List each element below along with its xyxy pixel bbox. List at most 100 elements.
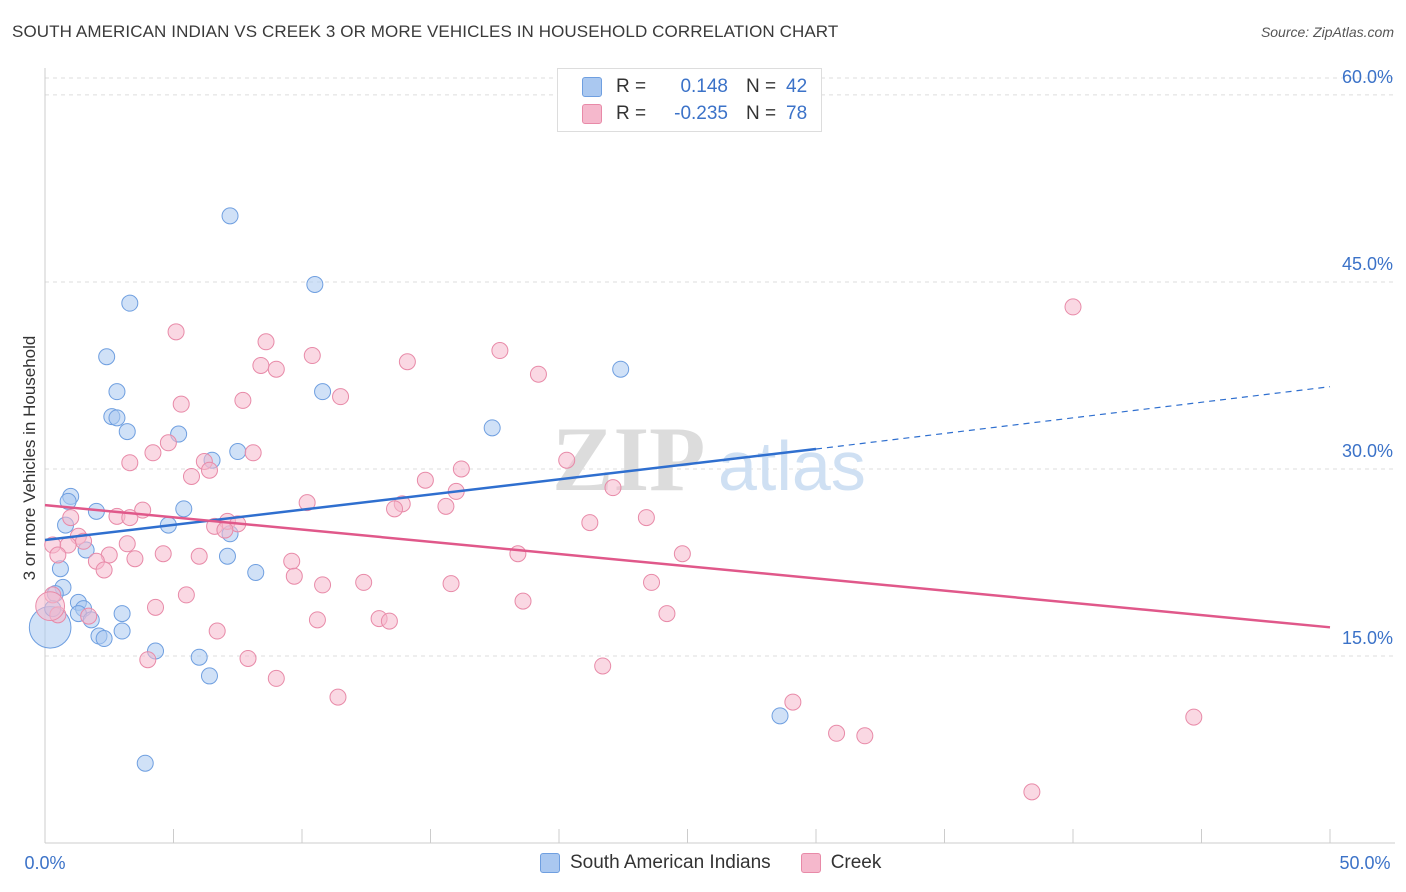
tick-labels: 15.0% 30.0% 45.0% 60.0% 0.0% 50.0% bbox=[24, 67, 1393, 873]
point-creek bbox=[673, 545, 691, 563]
point-creek bbox=[1185, 708, 1203, 726]
legend-r-label: R = bbox=[616, 103, 647, 124]
point-creek bbox=[190, 547, 208, 565]
point-creek bbox=[167, 323, 185, 341]
trend-line-south-american-indians bbox=[44, 447, 817, 542]
legend-row-south-american-indians: R = 0.148 N = 42 bbox=[582, 75, 807, 99]
legend-item-south-american-indians[interactable]: South American Indians bbox=[540, 852, 771, 874]
legend-n-value: 78 bbox=[786, 103, 808, 124]
point-south-american-indians bbox=[136, 754, 154, 772]
point-creek bbox=[658, 605, 676, 623]
point-creek bbox=[95, 561, 113, 579]
point-creek bbox=[828, 724, 846, 742]
point-creek bbox=[234, 391, 252, 409]
point-south-american-indians bbox=[218, 547, 236, 565]
point-creek bbox=[144, 444, 162, 462]
legend-label: Creek bbox=[830, 852, 882, 873]
x-tick-label: 50.0% bbox=[1339, 853, 1390, 873]
point-creek bbox=[182, 467, 200, 485]
legend-r-value: 0.148 bbox=[680, 76, 728, 97]
point-creek bbox=[303, 347, 321, 365]
point-creek bbox=[35, 591, 66, 622]
point-south-american-indians bbox=[118, 423, 136, 441]
point-creek bbox=[244, 444, 262, 462]
point-creek bbox=[329, 688, 347, 706]
point-creek bbox=[126, 550, 144, 568]
point-south-american-indians bbox=[771, 707, 789, 725]
point-creek bbox=[252, 356, 270, 374]
point-creek bbox=[856, 727, 874, 745]
point-south-american-indians bbox=[98, 348, 116, 366]
trend-layer bbox=[44, 386, 1331, 629]
legend-swatch-blue bbox=[540, 853, 560, 873]
point-creek bbox=[121, 454, 139, 472]
y-tick-label: 15.0% bbox=[1342, 628, 1393, 648]
point-creek bbox=[643, 573, 661, 591]
point-creek bbox=[283, 552, 301, 570]
point-south-american-indians bbox=[121, 294, 139, 312]
point-creek bbox=[355, 573, 373, 591]
chart-source: Source: ZipAtlas.com bbox=[1260, 24, 1394, 40]
point-creek bbox=[267, 669, 285, 687]
x-tick-label: 0.0% bbox=[24, 853, 65, 873]
point-creek bbox=[200, 461, 218, 479]
point-creek bbox=[784, 693, 802, 711]
legend-item-creek[interactable]: Creek bbox=[800, 852, 882, 874]
point-creek bbox=[159, 434, 177, 452]
point-creek bbox=[208, 622, 226, 640]
y-tick-label: 45.0% bbox=[1342, 254, 1393, 274]
point-creek bbox=[386, 500, 404, 518]
point-south-american-indians bbox=[113, 605, 131, 623]
point-creek bbox=[558, 451, 576, 469]
point-creek bbox=[62, 509, 80, 527]
point-south-american-indians bbox=[229, 443, 247, 461]
legend-n-value: 42 bbox=[786, 76, 808, 97]
correlation-legend: R = 0.148 N = 42 R = -0.235 N = 78 bbox=[557, 68, 822, 132]
point-creek bbox=[380, 612, 398, 630]
point-south-american-indians bbox=[314, 383, 332, 401]
point-creek bbox=[308, 611, 326, 629]
watermark: ZIP atlas bbox=[552, 408, 866, 510]
point-creek bbox=[1064, 298, 1082, 316]
point-creek bbox=[442, 575, 460, 593]
trend-line-creek bbox=[44, 503, 1331, 629]
point-creek bbox=[172, 395, 190, 413]
watermark-atlas: atlas bbox=[718, 427, 866, 505]
point-creek bbox=[80, 607, 98, 625]
legend-n-label: N = bbox=[746, 76, 777, 97]
point-creek bbox=[509, 545, 527, 563]
point-creek bbox=[529, 365, 547, 383]
point-creek bbox=[49, 546, 67, 564]
point-south-american-indians bbox=[95, 630, 113, 648]
point-south-american-indians bbox=[190, 648, 208, 666]
point-creek bbox=[514, 592, 532, 610]
point-creek bbox=[437, 497, 455, 515]
point-south-american-indians bbox=[483, 419, 501, 437]
point-south-american-indians bbox=[108, 383, 126, 401]
point-south-american-indians bbox=[51, 560, 69, 578]
legend-n-label: N = bbox=[746, 103, 777, 124]
trend-line-south-american-indians-extrapolated bbox=[815, 386, 1331, 450]
point-south-american-indians bbox=[113, 622, 131, 640]
legend-swatch-blue bbox=[582, 77, 602, 97]
watermark-zip: ZIP bbox=[552, 408, 705, 510]
point-south-american-indians bbox=[612, 360, 630, 378]
y-tick-label: 30.0% bbox=[1342, 441, 1393, 461]
point-creek bbox=[257, 333, 275, 351]
axes-layer bbox=[44, 68, 1395, 844]
point-creek bbox=[154, 545, 172, 563]
point-south-american-indians bbox=[247, 563, 265, 581]
legend-swatch-pink bbox=[800, 853, 821, 873]
legend-swatch-pink bbox=[582, 104, 602, 124]
point-creek bbox=[239, 649, 257, 667]
point-creek bbox=[416, 471, 434, 489]
chart-title: SOUTH AMERICAN INDIAN VS CREEK 3 OR MORE… bbox=[12, 22, 839, 41]
y-tick-label: 60.0% bbox=[1342, 67, 1393, 87]
point-creek bbox=[285, 567, 303, 585]
series-legend: South American Indians Creek bbox=[540, 852, 911, 874]
point-south-american-indians bbox=[108, 409, 126, 427]
legend-row-creek: R = -0.235 N = 78 bbox=[582, 102, 807, 126]
point-creek bbox=[594, 657, 612, 675]
point-creek bbox=[139, 651, 157, 669]
